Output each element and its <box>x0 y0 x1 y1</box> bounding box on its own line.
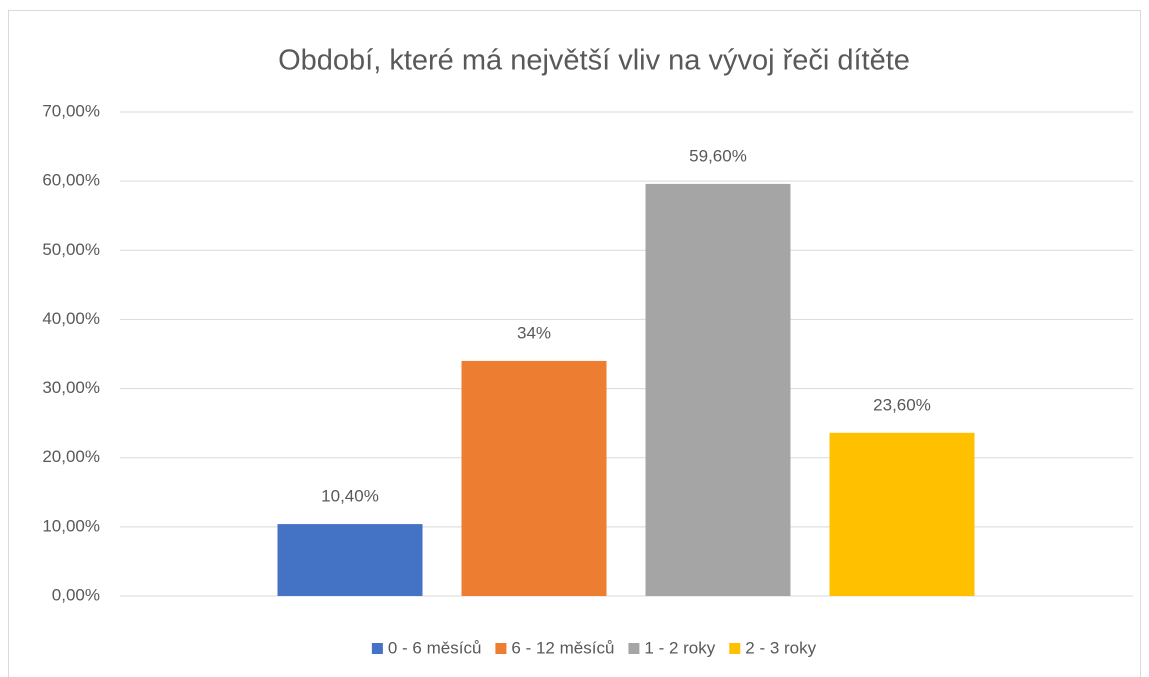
data-label: 34% <box>517 323 551 342</box>
chart-title: Období, které má největší vliv na vývoj … <box>278 45 910 77</box>
legend-label: 6 - 12 měsíců <box>511 638 614 657</box>
y-tick-label: 60,00% <box>42 171 100 190</box>
bar <box>277 524 423 596</box>
legend-swatch <box>729 643 741 654</box>
y-tick-label: 30,00% <box>42 378 100 397</box>
y-tick-label: 40,00% <box>42 309 100 328</box>
legend-label: 0 - 6 měsíců <box>388 638 482 657</box>
y-tick-label: 10,00% <box>42 516 100 535</box>
legend-label: 2 - 3 roky <box>745 638 816 657</box>
y-tick-label: 20,00% <box>42 447 100 466</box>
legend-swatch <box>371 643 383 654</box>
legend-swatch <box>495 643 507 654</box>
bar <box>645 183 791 596</box>
data-label: 10,40% <box>321 487 379 506</box>
y-tick-label: 0,00% <box>52 585 100 604</box>
y-tick-label: 50,00% <box>42 240 100 259</box>
y-tick-label: 70,00% <box>42 101 100 120</box>
data-label: 59,60% <box>689 146 747 165</box>
bar <box>461 360 607 596</box>
legend-swatch <box>628 643 640 654</box>
data-label: 23,60% <box>873 395 931 414</box>
legend-label: 1 - 2 roky <box>644 638 715 657</box>
bar <box>829 432 975 596</box>
